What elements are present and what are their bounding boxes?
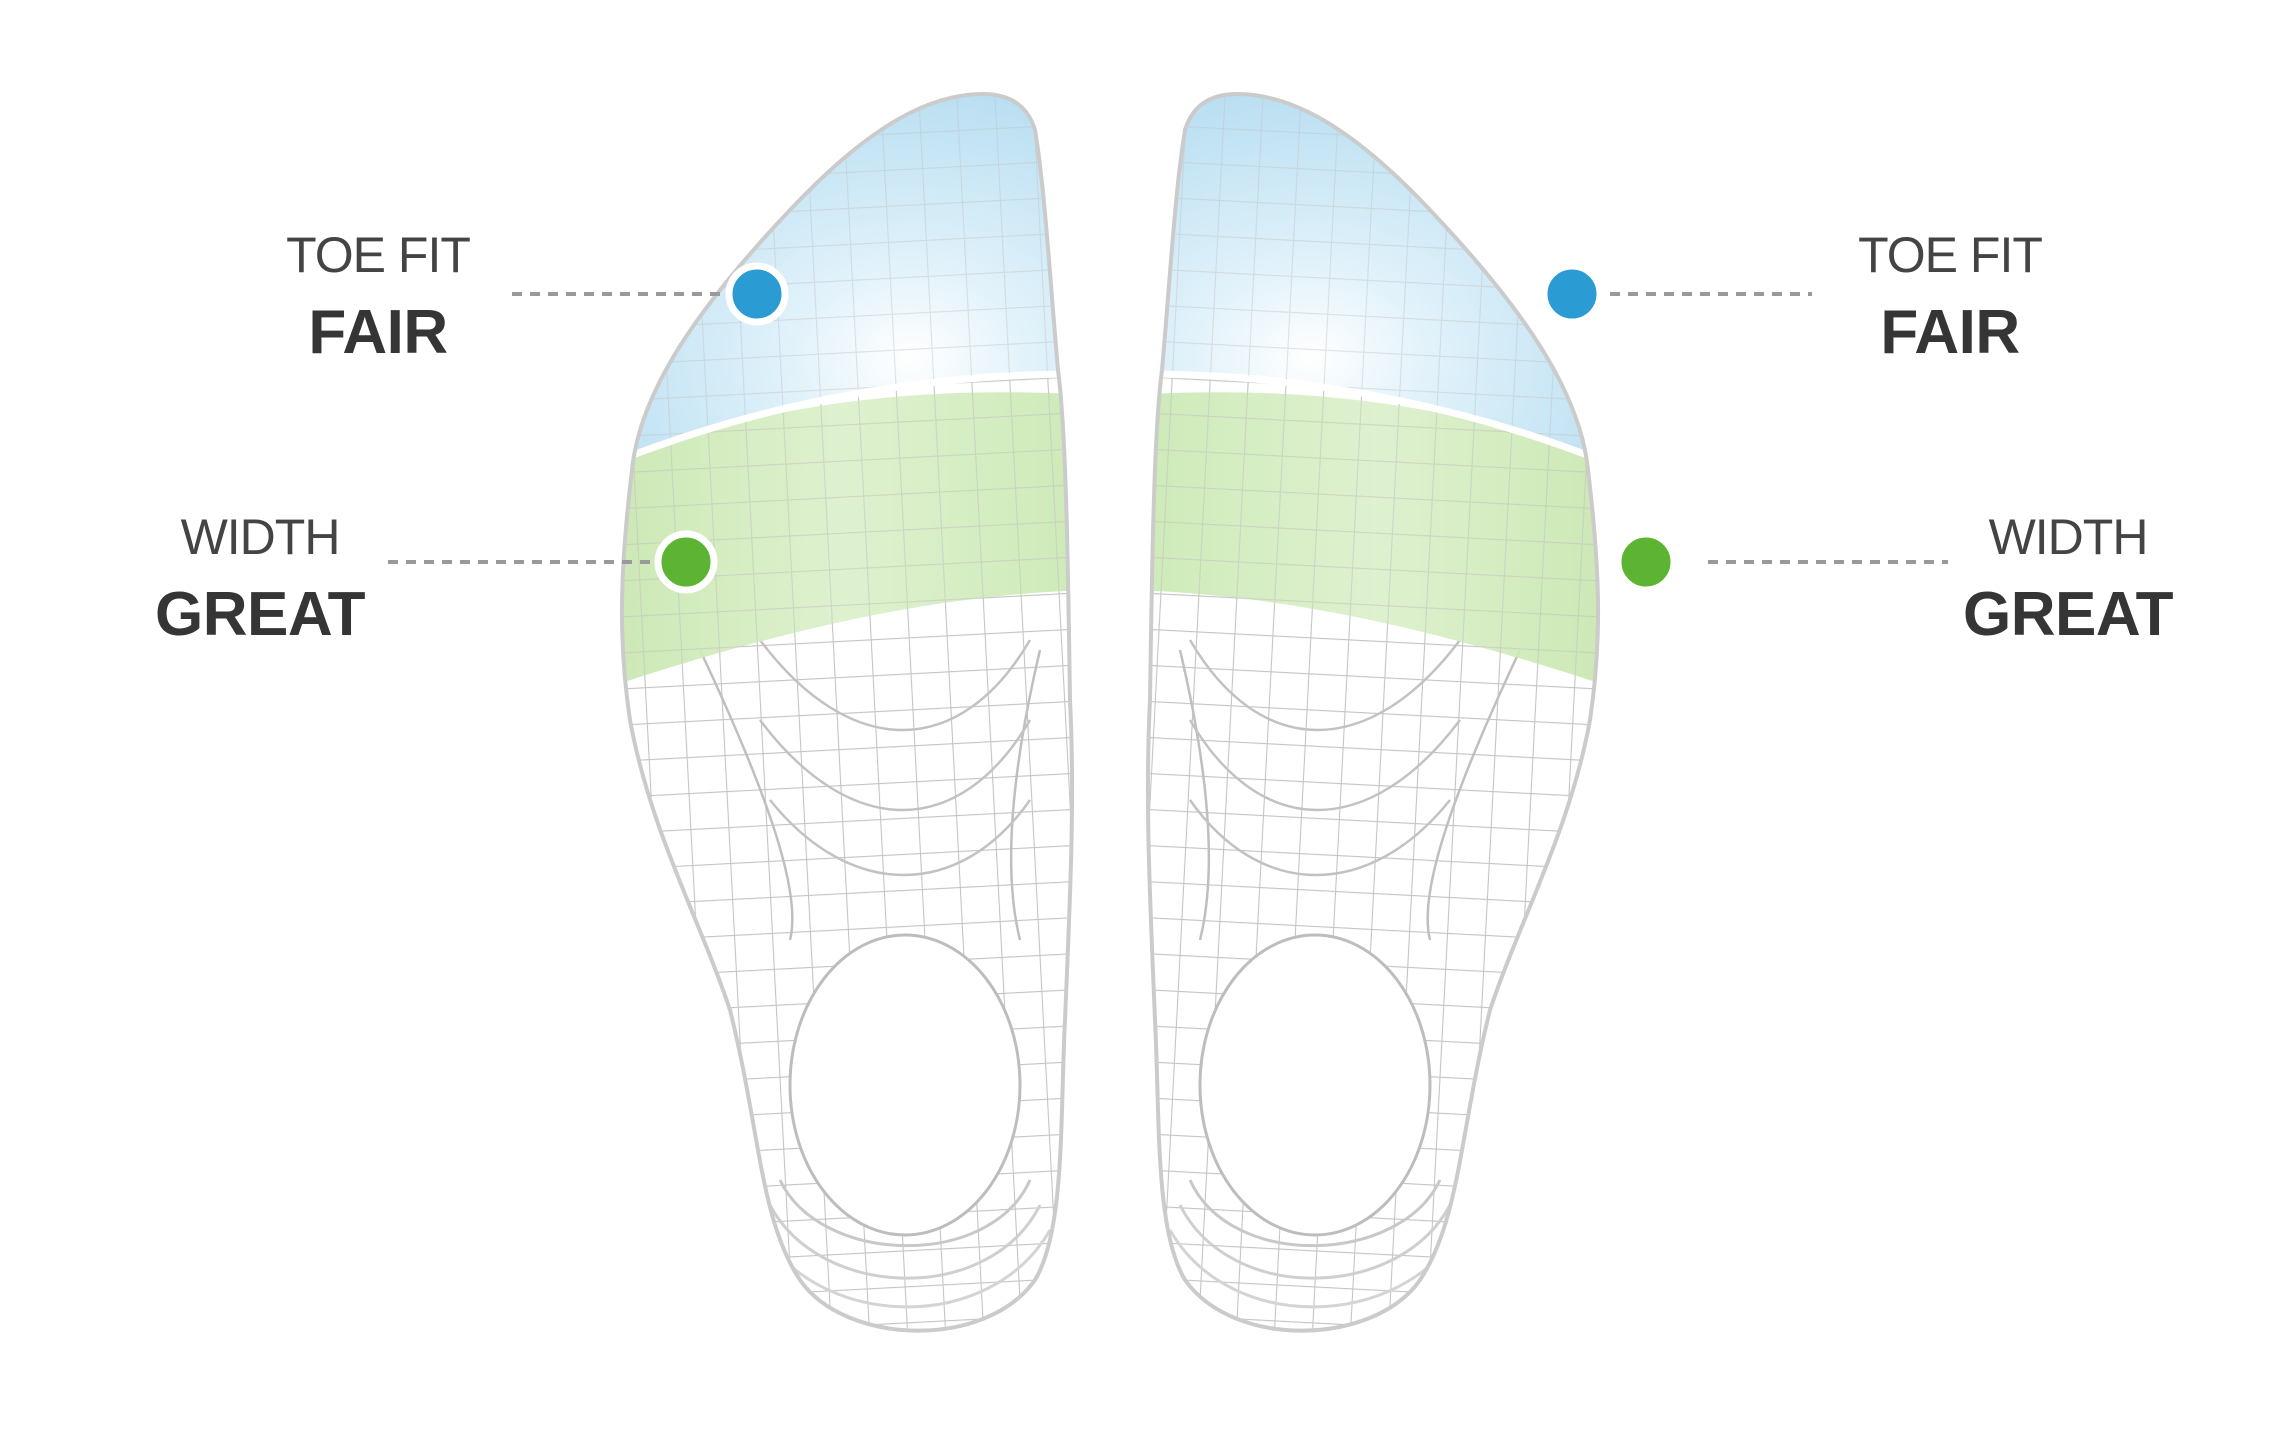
left-width-metric: WIDTH xyxy=(180,509,341,565)
right-width-callout: WIDTH GREAT xyxy=(1948,512,2188,646)
left-toe-marker xyxy=(725,262,789,326)
right-width-metric: WIDTH xyxy=(1988,509,2149,565)
left-width-callout: WIDTH GREAT xyxy=(140,512,380,646)
left-foot xyxy=(600,80,1100,1380)
left-toe-fit-rating: FAIR xyxy=(308,298,448,367)
right-foot xyxy=(1120,80,1620,1380)
right-width-rating: GREAT xyxy=(1963,580,2173,649)
left-width-rating: GREAT xyxy=(155,580,365,649)
left-toe-fit-metric: TOE FIT xyxy=(286,227,471,283)
left-toe-fit-callout: TOE FIT FAIR xyxy=(268,230,488,364)
right-width-marker xyxy=(1614,530,1678,594)
right-toe-marker xyxy=(1540,262,1604,326)
zone-markers xyxy=(654,262,1678,594)
left-width-marker xyxy=(654,530,718,594)
leader-lines xyxy=(388,292,1948,564)
right-toe-fit-rating: FAIR xyxy=(1880,298,2020,367)
right-toe-fit-metric: TOE FIT xyxy=(1858,227,2043,283)
right-toe-fit-callout: TOE FIT FAIR xyxy=(1840,230,2060,364)
